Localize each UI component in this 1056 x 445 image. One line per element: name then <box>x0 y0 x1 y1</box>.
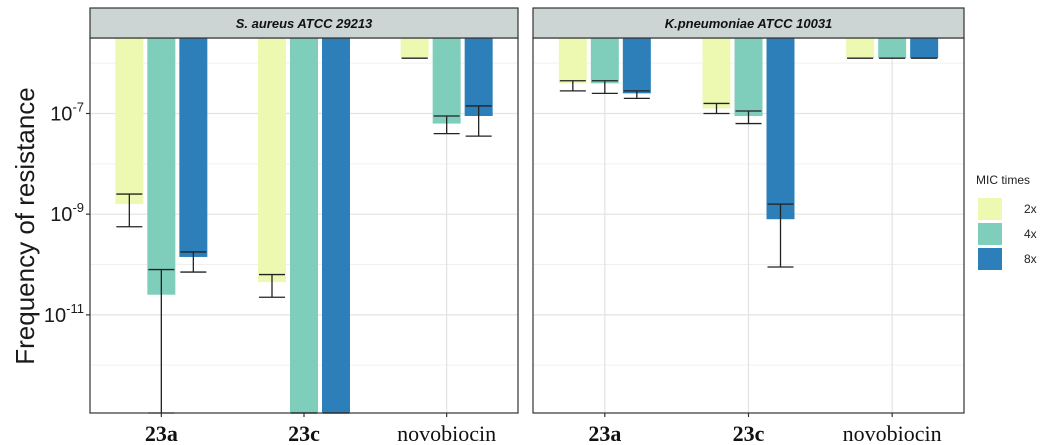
x-tick-label: novobiocin <box>397 421 496 445</box>
bar-novobiocin-4x <box>878 38 907 59</box>
bar-23c-2x <box>258 38 286 283</box>
error-bar-23c-2x <box>259 273 285 298</box>
bar-23a-4x <box>147 38 176 295</box>
legend-label-2x: 2x <box>1024 202 1037 216</box>
panel-strip <box>89 7 519 39</box>
bar-novobiocin-2x <box>400 38 429 59</box>
panel-strip <box>532 7 965 39</box>
error-bar-23a-4x <box>591 80 618 95</box>
x-tick-label: 23a <box>145 421 178 445</box>
bar-23a-2x <box>558 38 587 84</box>
bar-23c-2x <box>702 38 731 109</box>
x-tick-label: 23c <box>733 421 765 445</box>
bar-23c-8x <box>766 38 795 220</box>
legend-swatch-4x <box>978 223 1002 245</box>
panel-1: S. aureus ATCC 29213 23a 23c novobiocin <box>89 7 519 445</box>
error-bar-23a-2x <box>559 80 586 92</box>
error-bar-23a-8x <box>180 251 207 273</box>
error-bar-23a-2x <box>116 193 143 228</box>
error-bar-23c-2x <box>703 102 730 115</box>
bar-novobiocin-8x <box>464 38 493 117</box>
legend: MIC times 2x 4x 8x <box>976 173 1037 270</box>
legend-swatch-8x <box>978 248 1002 270</box>
x-tick-label: novobiocin <box>843 421 942 445</box>
y-tick-label: 10-9 <box>50 200 84 226</box>
x-tick-label: 23c <box>288 421 320 445</box>
bar-23a-8x <box>179 38 208 257</box>
panel-title: K.pneumoniae ATCC 10031 <box>665 16 833 31</box>
legend-label-4x: 4x <box>1024 227 1037 241</box>
bar-novobiocin-2x <box>846 38 875 59</box>
x-tick-label: 23a <box>588 421 621 445</box>
y-axis-label: Frequency of resistance <box>10 87 40 364</box>
error-bar-novobiocin-4x <box>433 115 460 135</box>
bar-23a-8x <box>622 38 651 94</box>
bar-23c-4x <box>290 38 318 413</box>
panel-title: S. aureus ATCC 29213 <box>236 16 373 31</box>
y-tick-labels: 10-11 10-9 10-7 <box>44 100 90 327</box>
bar-23c-8x <box>322 38 350 413</box>
bar-novobiocin-4x <box>432 38 461 124</box>
legend-label-8x: 8x <box>1024 252 1037 266</box>
bar-23a-2x <box>115 38 144 205</box>
error-bar-novobiocin-8x <box>465 105 492 137</box>
error-bar-23a-8x <box>623 90 650 100</box>
legend-title: MIC times <box>976 173 1030 187</box>
error-bar-23c-8x <box>767 203 794 268</box>
error-bar-23c-4x <box>735 110 762 125</box>
bar-23c-4x <box>734 38 763 117</box>
bar-novobiocin-8x <box>910 38 939 59</box>
panel-2: K.pneumoniae ATCC 10031 23a 23c novobiocin <box>532 7 965 445</box>
y-tick-label: 10-7 <box>50 100 84 126</box>
legend-swatch-2x <box>978 198 1002 220</box>
bar-23a-4x <box>590 38 619 84</box>
y-tick-label: 10-11 <box>44 301 84 327</box>
